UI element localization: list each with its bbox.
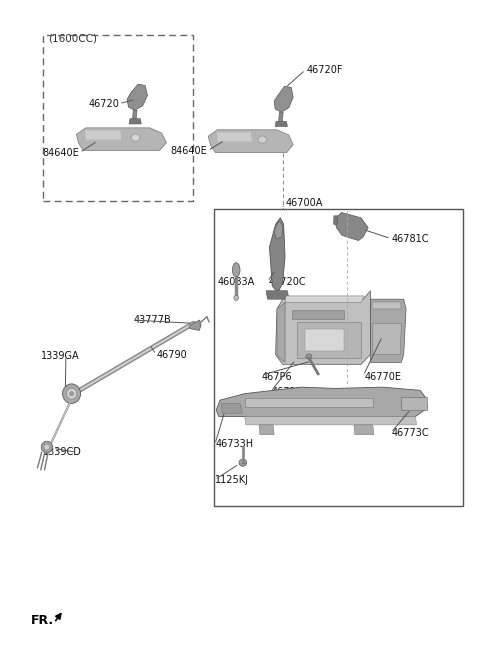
Text: 46781C: 46781C (392, 234, 429, 244)
Text: 46720C: 46720C (268, 277, 306, 286)
Text: 1125KJ: 1125KJ (216, 474, 249, 485)
Polygon shape (190, 320, 201, 330)
Ellipse shape (70, 392, 73, 396)
Text: 84640E: 84640E (170, 146, 207, 156)
Polygon shape (129, 119, 141, 124)
Polygon shape (245, 417, 417, 425)
Polygon shape (259, 425, 274, 435)
Polygon shape (221, 403, 242, 413)
Polygon shape (76, 128, 167, 150)
Polygon shape (245, 398, 373, 407)
Ellipse shape (232, 263, 240, 277)
Text: FR.: FR. (31, 614, 54, 627)
Polygon shape (371, 299, 406, 363)
Ellipse shape (306, 354, 312, 359)
Ellipse shape (44, 444, 50, 450)
Ellipse shape (62, 384, 81, 403)
Polygon shape (274, 221, 283, 238)
Text: 46720F: 46720F (306, 65, 343, 75)
Ellipse shape (241, 461, 244, 464)
Ellipse shape (132, 134, 140, 141)
Polygon shape (305, 328, 344, 351)
Text: 1339GA: 1339GA (41, 351, 79, 361)
Ellipse shape (239, 459, 247, 466)
Polygon shape (292, 310, 344, 319)
Ellipse shape (258, 136, 266, 143)
Polygon shape (334, 215, 338, 224)
Polygon shape (85, 131, 121, 139)
Polygon shape (278, 112, 283, 124)
Polygon shape (354, 425, 374, 435)
Text: 46770E: 46770E (364, 373, 401, 382)
Polygon shape (132, 110, 137, 122)
Bar (214, 210, 463, 506)
Text: 46720: 46720 (88, 99, 119, 109)
Polygon shape (216, 387, 427, 417)
Polygon shape (127, 84, 147, 110)
Polygon shape (217, 133, 252, 141)
Polygon shape (276, 290, 371, 365)
Polygon shape (266, 290, 289, 299)
Polygon shape (274, 86, 293, 112)
Ellipse shape (66, 388, 77, 399)
Polygon shape (297, 322, 361, 358)
Text: 46083A: 46083A (217, 277, 254, 286)
Text: (1600CC): (1600CC) (48, 33, 97, 43)
Polygon shape (275, 122, 288, 127)
Text: 84640E: 84640E (42, 148, 79, 158)
Polygon shape (372, 302, 401, 309)
Polygon shape (208, 130, 293, 152)
Ellipse shape (41, 442, 53, 453)
Text: 46773C: 46773C (392, 428, 430, 438)
Polygon shape (401, 397, 427, 410)
Text: 43777B: 43777B (133, 315, 171, 325)
Polygon shape (285, 296, 364, 302)
Polygon shape (335, 213, 368, 240)
Text: 46725C: 46725C (272, 387, 310, 397)
Ellipse shape (234, 295, 239, 300)
Polygon shape (373, 323, 401, 355)
Polygon shape (269, 217, 285, 292)
Text: 46700A: 46700A (285, 198, 323, 208)
Text: 46790: 46790 (157, 350, 188, 359)
Text: 1339CD: 1339CD (43, 447, 82, 457)
Text: 46733H: 46733H (216, 440, 253, 449)
Text: 467P6: 467P6 (261, 373, 292, 382)
Polygon shape (277, 302, 285, 363)
